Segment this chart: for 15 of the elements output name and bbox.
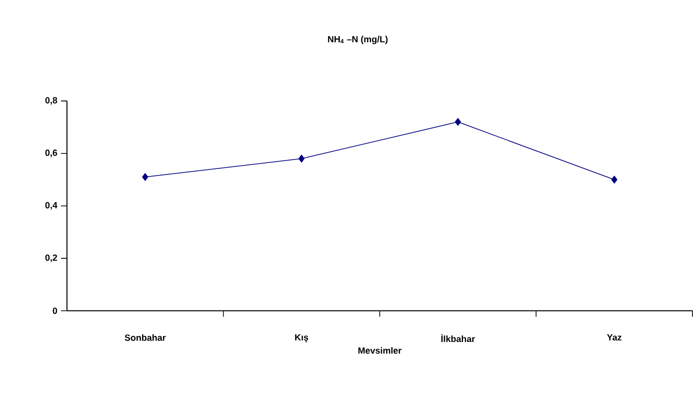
x-axis-title: Mevsimler [358, 347, 402, 354]
point [611, 176, 618, 184]
y-tick-label: 0,6 [45, 150, 58, 158]
point [298, 154, 305, 163]
x-tick-label: Sonbahar [124, 334, 166, 342]
point [142, 173, 148, 182]
x-tick-label: İlkbahar [441, 334, 475, 342]
y-tick-label: 0,4 [45, 202, 58, 210]
point [454, 118, 461, 126]
chart-title: NH$_{4}$ –N (mg/L) [328, 36, 388, 44]
y-tick-label: 0 [52, 308, 58, 314]
y-tick-label: 0,8 [45, 97, 58, 105]
x-tick-label: Yaz [606, 334, 622, 341]
x-tick-label: Kış [295, 334, 308, 342]
y-tick-label: 0,2 [45, 254, 58, 262]
